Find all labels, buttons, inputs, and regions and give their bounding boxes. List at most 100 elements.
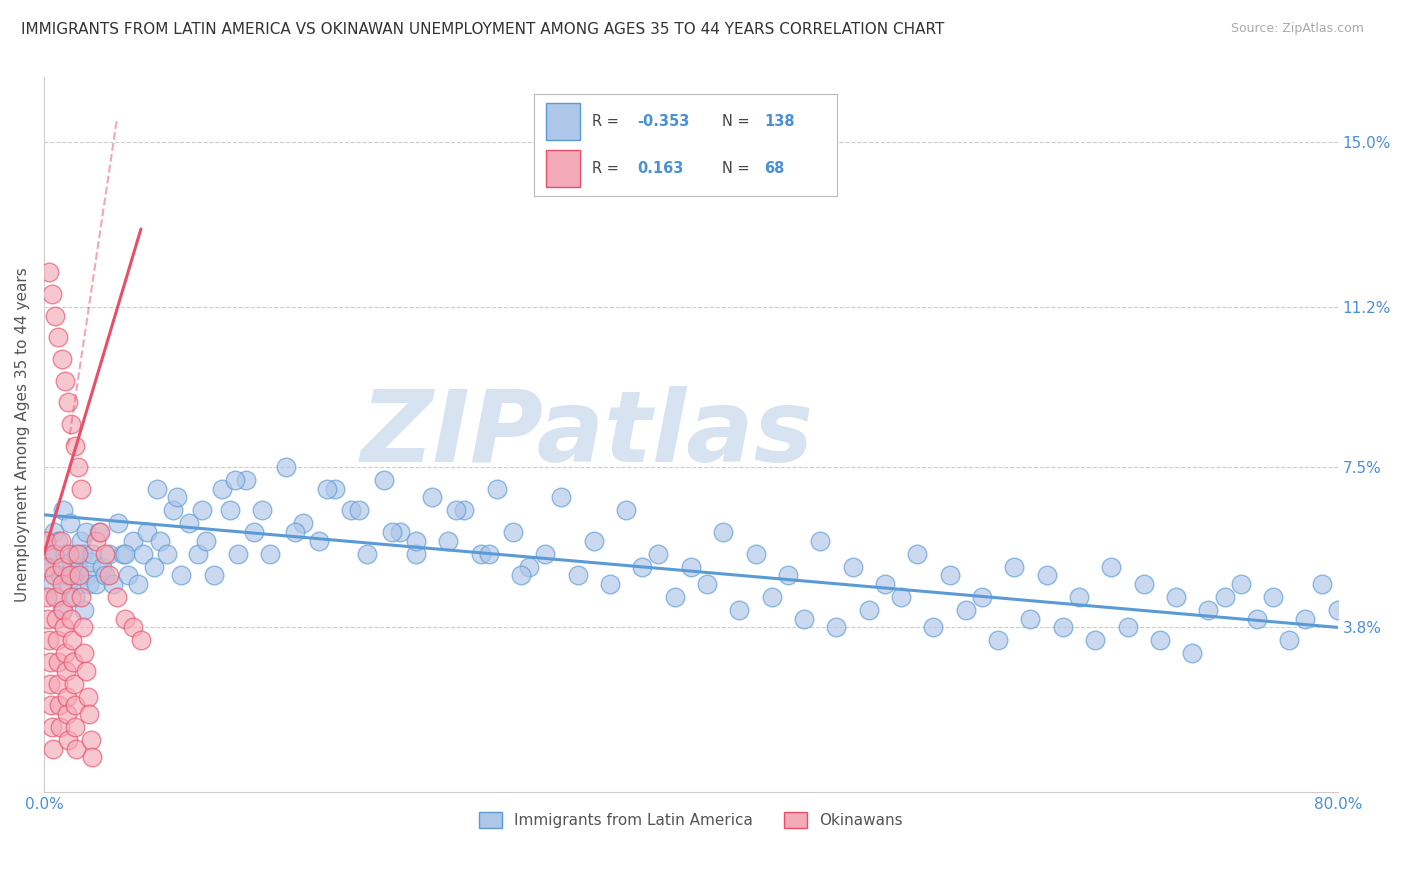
Point [1132, 577, 1154, 591]
Point [1149, 633, 1171, 648]
Point [44, 590, 66, 604]
Point [373, 473, 395, 487]
Point [37, 612, 59, 626]
Point [793, 612, 815, 626]
Point [142, 559, 165, 574]
Point [446, 503, 468, 517]
Point [38, 633, 60, 648]
Point [582, 533, 605, 548]
Point [35, 559, 58, 574]
Point [202, 568, 225, 582]
Point [49, 568, 72, 582]
Point [550, 491, 572, 505]
Point [63, 590, 86, 604]
Point [59, 516, 82, 531]
Point [873, 577, 896, 591]
Point [52, 503, 75, 517]
Point [146, 482, 169, 496]
Point [599, 577, 621, 591]
Point [82, 750, 104, 764]
Point [97, 547, 120, 561]
Point [55, 690, 77, 704]
Point [211, 482, 233, 496]
Point [1052, 620, 1074, 634]
Point [53, 374, 76, 388]
Text: IMMIGRANTS FROM LATIN AMERICA VS OKINAWAN UNEMPLOYMENT AMONG AGES 35 TO 44 YEARS: IMMIGRANTS FROM LATIN AMERICA VS OKINAWA… [21, 22, 945, 37]
Point [53, 620, 76, 634]
Point [70, 590, 93, 604]
Point [1067, 590, 1090, 604]
Point [1326, 603, 1348, 617]
Point [1002, 559, 1025, 574]
Point [84, 577, 107, 591]
Point [70, 533, 93, 548]
Point [316, 482, 339, 496]
Point [776, 568, 799, 582]
Point [72, 620, 94, 634]
Point [59, 568, 82, 582]
Text: -0.353: -0.353 [637, 114, 689, 128]
Point [84, 533, 107, 548]
Point [696, 577, 718, 591]
Point [44, 309, 66, 323]
Point [44, 547, 66, 561]
Point [51, 559, 73, 574]
Point [62, 655, 84, 669]
Point [955, 603, 977, 617]
Point [478, 547, 501, 561]
Point [91, 559, 114, 574]
Point [80, 556, 103, 570]
Point [60, 417, 83, 431]
Point [42, 525, 65, 540]
Point [1181, 646, 1204, 660]
Point [55, 664, 77, 678]
Text: Source: ZipAtlas.com: Source: ZipAtlas.com [1230, 22, 1364, 36]
Point [114, 547, 136, 561]
Point [728, 603, 751, 617]
Point [38, 547, 60, 561]
Point [1294, 612, 1316, 626]
Point [405, 533, 427, 548]
Point [76, 568, 98, 582]
Point [291, 516, 314, 531]
Point [56, 395, 79, 409]
Point [62, 676, 84, 690]
Point [73, 646, 96, 660]
Point [664, 590, 686, 604]
Point [56, 577, 79, 591]
Point [510, 568, 533, 582]
Point [1035, 568, 1057, 582]
Point [186, 547, 208, 561]
Point [51, 603, 73, 617]
Point [224, 473, 246, 487]
Point [80, 733, 103, 747]
Point [825, 620, 848, 634]
Point [323, 482, 346, 496]
Point [121, 533, 143, 548]
Point [45, 590, 67, 604]
Point [66, 559, 89, 574]
Point [75, 525, 97, 540]
Point [52, 603, 75, 617]
Text: 0.163: 0.163 [637, 161, 683, 176]
Point [517, 559, 540, 574]
Point [405, 547, 427, 561]
Point [890, 590, 912, 604]
Text: R =: R = [592, 161, 623, 176]
Point [243, 525, 266, 540]
Point [219, 503, 242, 517]
Point [48, 676, 70, 690]
Point [49, 720, 72, 734]
Point [131, 547, 153, 561]
Point [149, 533, 172, 548]
Text: ZIPatlas: ZIPatlas [361, 386, 814, 483]
Point [97, 568, 120, 582]
Point [356, 547, 378, 561]
Point [194, 533, 217, 548]
Point [761, 590, 783, 604]
Point [1310, 577, 1333, 591]
Point [39, 676, 62, 690]
Point [808, 533, 831, 548]
Point [45, 612, 67, 626]
Point [1197, 603, 1219, 617]
